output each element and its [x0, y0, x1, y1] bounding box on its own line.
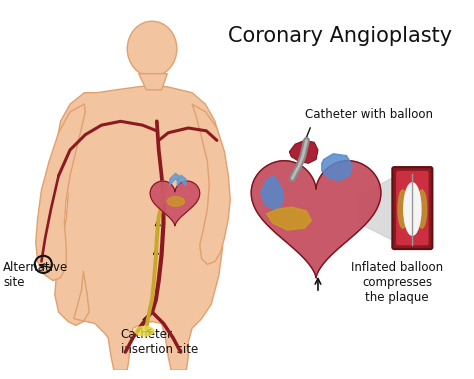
Text: Alternative
site: Alternative site: [3, 262, 69, 290]
Polygon shape: [36, 104, 85, 280]
Polygon shape: [192, 104, 230, 264]
Polygon shape: [55, 85, 223, 370]
Polygon shape: [139, 74, 167, 90]
Text: Coronary Angioplasty: Coronary Angioplasty: [228, 26, 452, 46]
Polygon shape: [322, 154, 352, 180]
Ellipse shape: [398, 190, 408, 228]
Ellipse shape: [417, 190, 427, 228]
Polygon shape: [266, 207, 311, 230]
Ellipse shape: [404, 183, 421, 235]
Text: Catheter with balloon: Catheter with balloon: [305, 108, 433, 121]
FancyBboxPatch shape: [396, 171, 428, 245]
Text: Inflated balloon
compresses
the plaque: Inflated balloon compresses the plaque: [351, 262, 443, 304]
Polygon shape: [150, 181, 200, 226]
Polygon shape: [261, 176, 283, 209]
Ellipse shape: [127, 21, 177, 77]
Polygon shape: [289, 140, 318, 163]
Ellipse shape: [167, 197, 184, 206]
FancyBboxPatch shape: [392, 167, 432, 249]
Ellipse shape: [135, 326, 154, 336]
Text: Catheter
insertion site: Catheter insertion site: [120, 328, 198, 356]
Polygon shape: [251, 161, 381, 278]
Polygon shape: [359, 176, 397, 243]
